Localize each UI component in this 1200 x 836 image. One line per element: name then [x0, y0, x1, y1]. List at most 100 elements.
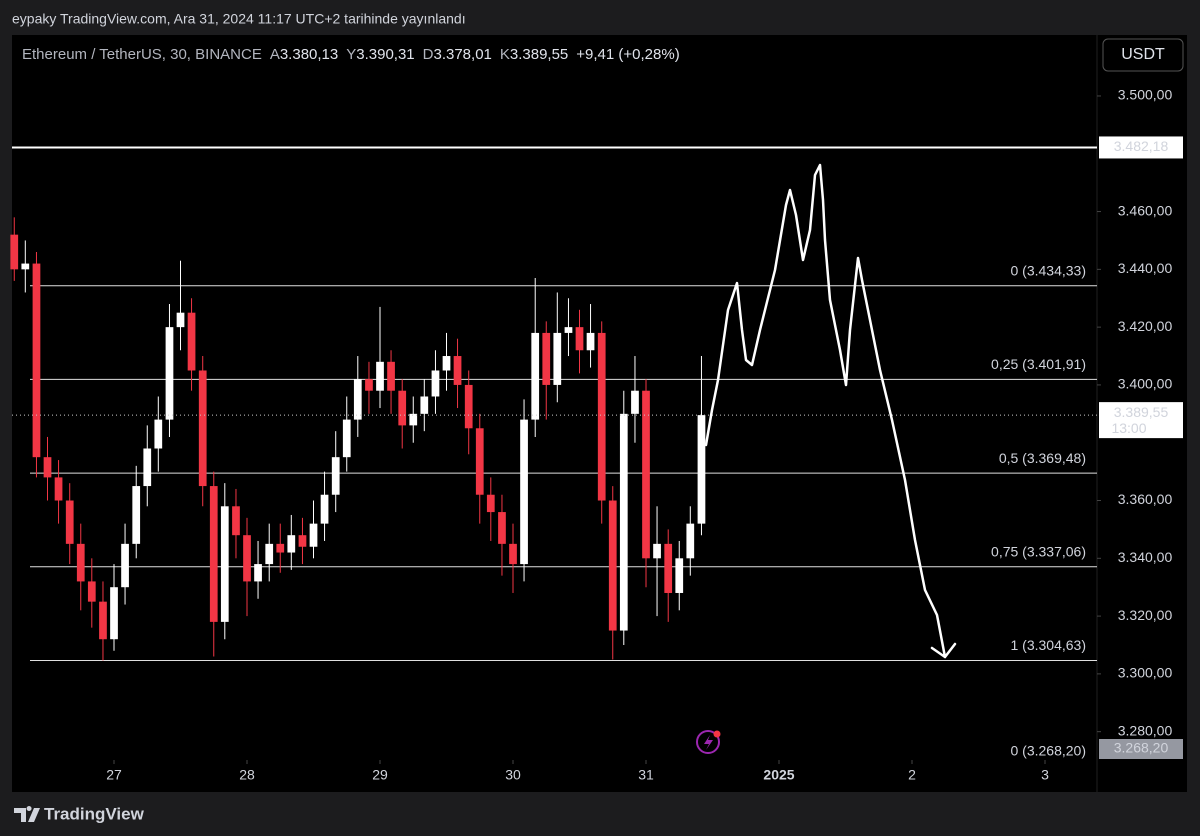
x-tick-label: 27	[106, 767, 122, 783]
ohlc-key: D	[423, 46, 434, 63]
countdown: 13:00	[1111, 420, 1146, 436]
candle-body	[531, 332, 540, 420]
brand-logo	[14, 806, 40, 822]
chart-header: Ethereum / TetherUS, 30, BINANCE A3.380,1…	[22, 46, 680, 63]
candle-body	[642, 390, 650, 559]
y-tick-label: 3.280,00	[1118, 722, 1173, 738]
fib-label: 0 (3.434,33)	[1011, 262, 1087, 278]
price-tag	[1099, 136, 1183, 159]
ohlc-key: K	[500, 46, 510, 63]
candle-body	[575, 327, 584, 351]
candle-body	[76, 543, 85, 582]
candle-body	[32, 263, 41, 458]
ohlc-value: 3.378,01	[433, 46, 491, 63]
candle-body	[65, 500, 74, 544]
ohlc-value: 3.389,55	[510, 46, 568, 63]
price-tag-label: 3.389,55	[1114, 404, 1169, 420]
y-tick-label: 3.400,00	[1118, 376, 1173, 392]
candle-body	[464, 384, 473, 429]
ohlc-key: A	[270, 46, 280, 63]
hand-drawn-projection	[704, 163, 957, 659]
candle-body	[121, 543, 129, 588]
candle-body	[243, 535, 251, 582]
candle-body	[442, 356, 451, 371]
candle-body	[165, 327, 174, 420]
candle-body	[154, 419, 163, 449]
brand-name: TradingView	[44, 804, 145, 823]
currency-button[interactable]: USDT	[1102, 38, 1184, 72]
alert-circle	[696, 730, 720, 754]
y-tick-label: 3.460,00	[1118, 202, 1173, 218]
candle-body	[409, 413, 418, 426]
x-tick-label: 2	[908, 767, 916, 783]
y-tick-label: 3.500,00	[1118, 87, 1173, 103]
candle-body	[509, 543, 517, 565]
candle-body	[453, 356, 462, 385]
x-tick-label: 29	[372, 767, 388, 783]
candle-body	[475, 428, 484, 495]
price-tag-label: 3.482,18	[1114, 138, 1169, 154]
candle-body	[287, 535, 296, 553]
y-tick-label: 3.300,00	[1118, 665, 1173, 681]
x-tick-label: 30	[505, 767, 521, 783]
candle-body	[486, 494, 495, 513]
candle-body	[265, 543, 274, 565]
candle-body	[353, 379, 362, 420]
y-tick-label: 3.320,00	[1118, 607, 1173, 623]
candle-body	[176, 312, 185, 328]
candle-body	[664, 543, 673, 593]
candle-body	[198, 370, 207, 487]
candle-body	[586, 332, 595, 351]
candle-body	[597, 332, 606, 501]
candle-body	[309, 523, 318, 547]
candle-body	[276, 543, 285, 553]
x-tick-label: 28	[239, 767, 255, 783]
candle-body	[398, 390, 407, 426]
change: +9,41 (+0,28%)	[576, 46, 679, 63]
candle-body	[209, 486, 218, 622]
candle-body	[431, 370, 440, 397]
candle-body	[686, 523, 695, 559]
y-tick-label: 3.340,00	[1118, 549, 1173, 565]
candle-body	[697, 415, 706, 524]
alert-dot	[713, 730, 721, 738]
fib-label: 0 (3.268,20)	[1011, 743, 1087, 759]
fib-label: 1 (3.304,63)	[1011, 637, 1087, 653]
ohlc-key: Y	[346, 46, 356, 63]
candle-body	[520, 419, 528, 565]
pane: 3.280,00 3.300,00 3.320,00 3.340,00 3.360,00…	[10, 87, 1183, 783]
ohlc-value: 3.380,13	[280, 46, 338, 63]
candle-body	[331, 457, 340, 495]
candle-body	[376, 361, 384, 391]
candle-body	[365, 379, 373, 391]
candle-body	[342, 419, 351, 458]
alert-bolt	[704, 735, 713, 750]
fib-label: 0,5 (3.369,48)	[999, 450, 1086, 466]
candle-body	[320, 494, 329, 524]
candle-body	[298, 535, 307, 547]
button-frame	[1102, 38, 1184, 72]
candle-body	[143, 448, 152, 487]
candle-body	[420, 396, 429, 414]
candle-body	[553, 332, 562, 385]
candle-body	[10, 234, 19, 270]
published-line: eypaky TradingView.com, Ara 31, 2024 11:…	[12, 11, 466, 27]
x-tick-label: 31	[638, 767, 654, 783]
fib-label: 0,25 (3.401,91)	[991, 356, 1086, 372]
candle-body	[110, 587, 118, 640]
brand: TradingView	[14, 804, 145, 823]
x-tick-label: 3	[1041, 767, 1049, 783]
candle-body	[54, 477, 63, 501]
y-tick-label: 3.440,00	[1118, 260, 1173, 276]
candle-body	[187, 312, 196, 371]
candle-body	[564, 327, 573, 333]
candle-body	[498, 512, 506, 544]
alert-icon[interactable]	[696, 730, 721, 754]
chart-title: Ethereum / TetherUS, 30, BINANCE	[22, 46, 262, 63]
candle-body	[542, 332, 551, 385]
candle-body	[387, 361, 395, 391]
candle-body	[232, 506, 240, 536]
candle-body	[21, 263, 30, 270]
